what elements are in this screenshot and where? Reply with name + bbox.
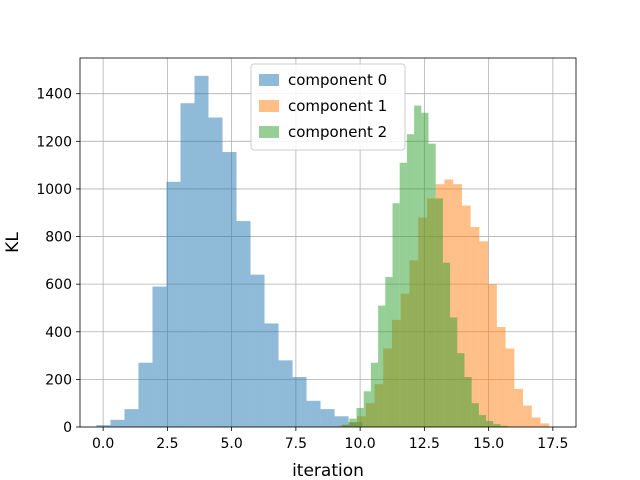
series-2-bar-3 <box>363 391 371 427</box>
series-2-bar-10 <box>414 105 422 427</box>
series-2-bar-13 <box>435 198 443 427</box>
series-1-bar-19 <box>505 348 515 427</box>
series-2-bar-15 <box>450 317 458 427</box>
plot-frame <box>79 57 577 428</box>
x-tick-label-3: 7.5 <box>285 436 307 452</box>
x-tick-label-2: 5.0 <box>220 436 242 452</box>
x-tick-label-4: 10.0 <box>345 436 376 452</box>
y-tick-label-3: 600 <box>45 277 72 293</box>
y-axis: 0 200 400 600 800 1000 1200 1400 <box>36 87 80 436</box>
series-2-bar-14 <box>442 262 451 427</box>
series-0-bar-17 <box>334 416 349 427</box>
y-tick-label-4: 800 <box>45 230 72 246</box>
series-0-bar-3 <box>138 362 153 427</box>
series-0-bar-4 <box>152 286 167 427</box>
series-0-bar-9 <box>222 152 237 428</box>
series-0-bar-8 <box>208 117 223 428</box>
x-tick-label-7: 17.5 <box>537 436 568 452</box>
legend-swatch-0 <box>259 74 279 86</box>
series-0-bar-15 <box>306 400 321 427</box>
series-1-bar-14 <box>461 205 471 427</box>
series-2-bar-11 <box>421 112 429 428</box>
series-0-bar-1 <box>110 419 125 427</box>
series-2-bar-1 <box>349 418 357 427</box>
series-0-bar-14 <box>292 377 307 427</box>
legend-label-1: component 1 <box>288 97 387 115</box>
series-0-bar-11 <box>250 274 265 427</box>
series-2-bar-5 <box>378 305 386 427</box>
series-0-bars <box>96 75 363 428</box>
series-2-bar-6 <box>385 277 393 427</box>
series-0-bar-5 <box>166 181 181 427</box>
series-2-bar-0 <box>342 424 350 427</box>
series-2-bar-9 <box>406 134 415 427</box>
series-2-bar-20 <box>486 421 494 427</box>
series-0-bar-2 <box>124 409 139 427</box>
series-2-bar-7 <box>392 203 400 427</box>
x-axis-label: iteration <box>292 461 364 480</box>
series-2-bars <box>342 105 508 428</box>
y-tick-label-1: 200 <box>45 372 72 388</box>
x-tick-label-1: 2.5 <box>156 436 178 452</box>
series-2-bar-4 <box>370 362 379 427</box>
series-1-bar-15 <box>470 227 480 427</box>
legend-swatch-2 <box>259 126 279 138</box>
histogram-bars <box>96 75 550 428</box>
series-2-bar-16 <box>457 353 465 427</box>
series-2-bar-2 <box>356 407 364 427</box>
series-2-bar-22 <box>500 425 508 427</box>
series-1-bar-17 <box>488 284 497 427</box>
series-1-bar-23 <box>540 423 550 427</box>
series-2-bar-8 <box>399 162 407 427</box>
series-0-bar-12 <box>264 323 279 427</box>
y-axis-label: KL <box>3 232 23 253</box>
series-1-bar-16 <box>479 241 489 427</box>
x-tick-label-5: 12.5 <box>409 436 440 452</box>
x-tick-label-6: 15.0 <box>473 436 504 452</box>
legend: component 0 component 1 component 2 <box>250 63 406 151</box>
legend-box <box>250 63 406 151</box>
series-0-bar-0 <box>96 425 111 427</box>
series-0-bar-16 <box>320 409 335 427</box>
x-axis: 0.0 2.5 5.0 7.5 10.0 12.5 15.0 17.5 <box>92 427 568 452</box>
series-1-bar-13 <box>453 184 462 427</box>
series-0-bar-7 <box>194 75 209 428</box>
legend-label-2: component 2 <box>288 123 387 141</box>
series-1-bar-21 <box>523 405 532 427</box>
series-1-bar-18 <box>496 327 506 427</box>
series-2-bar-18 <box>471 403 479 427</box>
series-2-bar-21 <box>493 424 501 427</box>
series-2-bar-19 <box>478 415 487 427</box>
x-tick-label-0: 0.0 <box>92 436 114 452</box>
legend-swatch-1 <box>259 100 279 112</box>
y-tick-label-7: 1400 <box>36 87 72 103</box>
series-2-bar-12 <box>428 143 436 427</box>
series-1-bar-22 <box>531 417 541 427</box>
y-tick-label-2: 400 <box>45 325 72 341</box>
y-tick-label-6: 1200 <box>36 134 72 150</box>
series-0-bar-10 <box>236 221 251 427</box>
series-0-bar-13 <box>278 360 293 427</box>
y-tick-label-0: 0 <box>63 420 72 436</box>
series-0-bar-6 <box>180 103 195 427</box>
y-tick-label-5: 1000 <box>36 182 72 198</box>
series-1-bar-20 <box>514 388 524 427</box>
series-2-bar-17 <box>464 377 472 427</box>
legend-label-0: component 0 <box>288 71 387 89</box>
